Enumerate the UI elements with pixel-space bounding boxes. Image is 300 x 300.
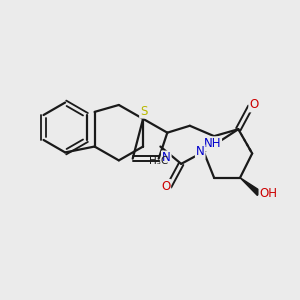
Text: NH: NH <box>204 137 221 150</box>
Text: O: O <box>249 98 259 112</box>
Polygon shape <box>240 178 261 195</box>
Text: O: O <box>161 180 170 193</box>
Text: H₃C: H₃C <box>149 156 168 166</box>
Text: N: N <box>196 145 205 158</box>
Text: S: S <box>140 105 148 118</box>
Text: N: N <box>162 152 171 164</box>
Text: OH: OH <box>260 187 278 200</box>
